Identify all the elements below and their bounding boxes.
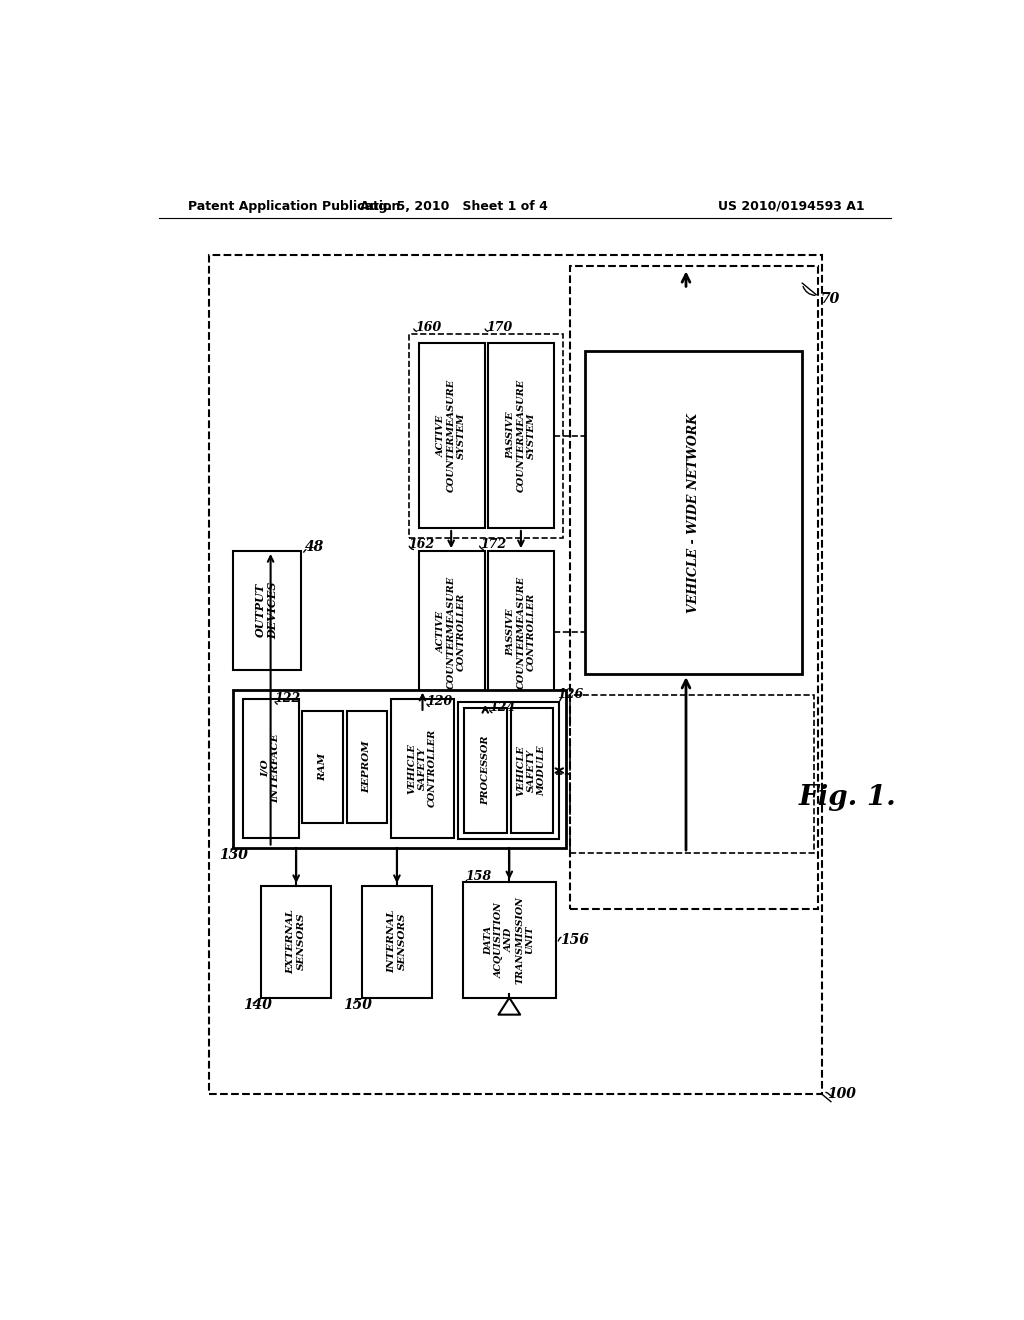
Text: 140: 140: [243, 998, 271, 1012]
Text: 70: 70: [820, 292, 840, 306]
Bar: [488, 552, 554, 713]
Text: Fig. 1.: Fig. 1.: [799, 784, 896, 810]
Text: VEHICLE - WIDE NETWORK: VEHICLE - WIDE NETWORK: [687, 413, 700, 612]
Text: 124: 124: [489, 701, 515, 714]
Bar: [463, 882, 556, 998]
Bar: [209, 255, 821, 1094]
Bar: [232, 689, 566, 847]
Bar: [232, 552, 301, 671]
Text: INTERNAL
SENSORS: INTERNAL SENSORS: [387, 909, 407, 973]
Text: US 2010/0194593 A1: US 2010/0194593 A1: [718, 199, 864, 213]
Bar: [346, 711, 387, 822]
Text: 120: 120: [426, 694, 453, 708]
Bar: [243, 700, 299, 838]
Bar: [511, 708, 554, 833]
Bar: [302, 711, 343, 822]
Bar: [391, 700, 455, 838]
Text: 100: 100: [827, 1086, 856, 1101]
Text: EEPROM: EEPROM: [362, 741, 372, 793]
Text: PASSIVE
COUNTERMEASURE
SYSTEM: PASSIVE COUNTERMEASURE SYSTEM: [506, 379, 536, 492]
Text: ACTIVE
COUNTERMEASURE
SYSTEM: ACTIVE COUNTERMEASURE SYSTEM: [436, 379, 466, 492]
Text: 156: 156: [560, 933, 589, 946]
Bar: [458, 702, 559, 840]
Text: 170: 170: [486, 321, 512, 334]
Text: 130: 130: [219, 849, 249, 862]
Text: 150: 150: [343, 998, 373, 1012]
Text: Aug. 5, 2010   Sheet 1 of 4: Aug. 5, 2010 Sheet 1 of 4: [359, 199, 548, 213]
Text: 126: 126: [557, 688, 584, 701]
Bar: [362, 886, 432, 998]
Text: Patent Application Publication: Patent Application Publication: [188, 199, 400, 213]
Text: DATA
ACQUISITION
AND
TRANSMISSION
UNIT: DATA ACQUISITION AND TRANSMISSION UNIT: [484, 896, 535, 983]
Bar: [261, 886, 331, 998]
Text: PASSIVE
COUNTERMEASURE
CONTROLLER: PASSIVE COUNTERMEASURE CONTROLLER: [506, 576, 536, 689]
Text: VEHICLE
SAFETY
MODULE: VEHICLE SAFETY MODULE: [517, 746, 547, 796]
Text: I/O
INTERFACE: I/O INTERFACE: [261, 734, 281, 803]
Text: PROCESSOR: PROCESSOR: [481, 735, 489, 805]
Text: OUTPUT
DEVICES: OUTPUT DEVICES: [255, 582, 279, 639]
Bar: [419, 343, 484, 528]
Text: ACTIVE
COUNTERMEASURE
CONTROLLER: ACTIVE COUNTERMEASURE CONTROLLER: [436, 576, 466, 689]
Text: 172: 172: [480, 539, 507, 552]
Bar: [488, 343, 554, 528]
Bar: [464, 708, 507, 833]
Bar: [569, 267, 818, 909]
Text: 158: 158: [465, 870, 492, 883]
Text: EXTERNAL
SENSORS: EXTERNAL SENSORS: [287, 909, 306, 974]
Bar: [569, 696, 814, 853]
Text: 162: 162: [409, 539, 435, 552]
Text: VEHICLE
SAFETY
CONTROLLER: VEHICLE SAFETY CONTROLLER: [408, 729, 437, 808]
Bar: [419, 552, 484, 713]
Text: 48: 48: [305, 540, 324, 554]
Text: 122: 122: [274, 693, 301, 705]
Bar: [586, 351, 802, 675]
Text: RAM: RAM: [318, 752, 327, 780]
Text: 160: 160: [415, 321, 441, 334]
Bar: [410, 334, 563, 539]
